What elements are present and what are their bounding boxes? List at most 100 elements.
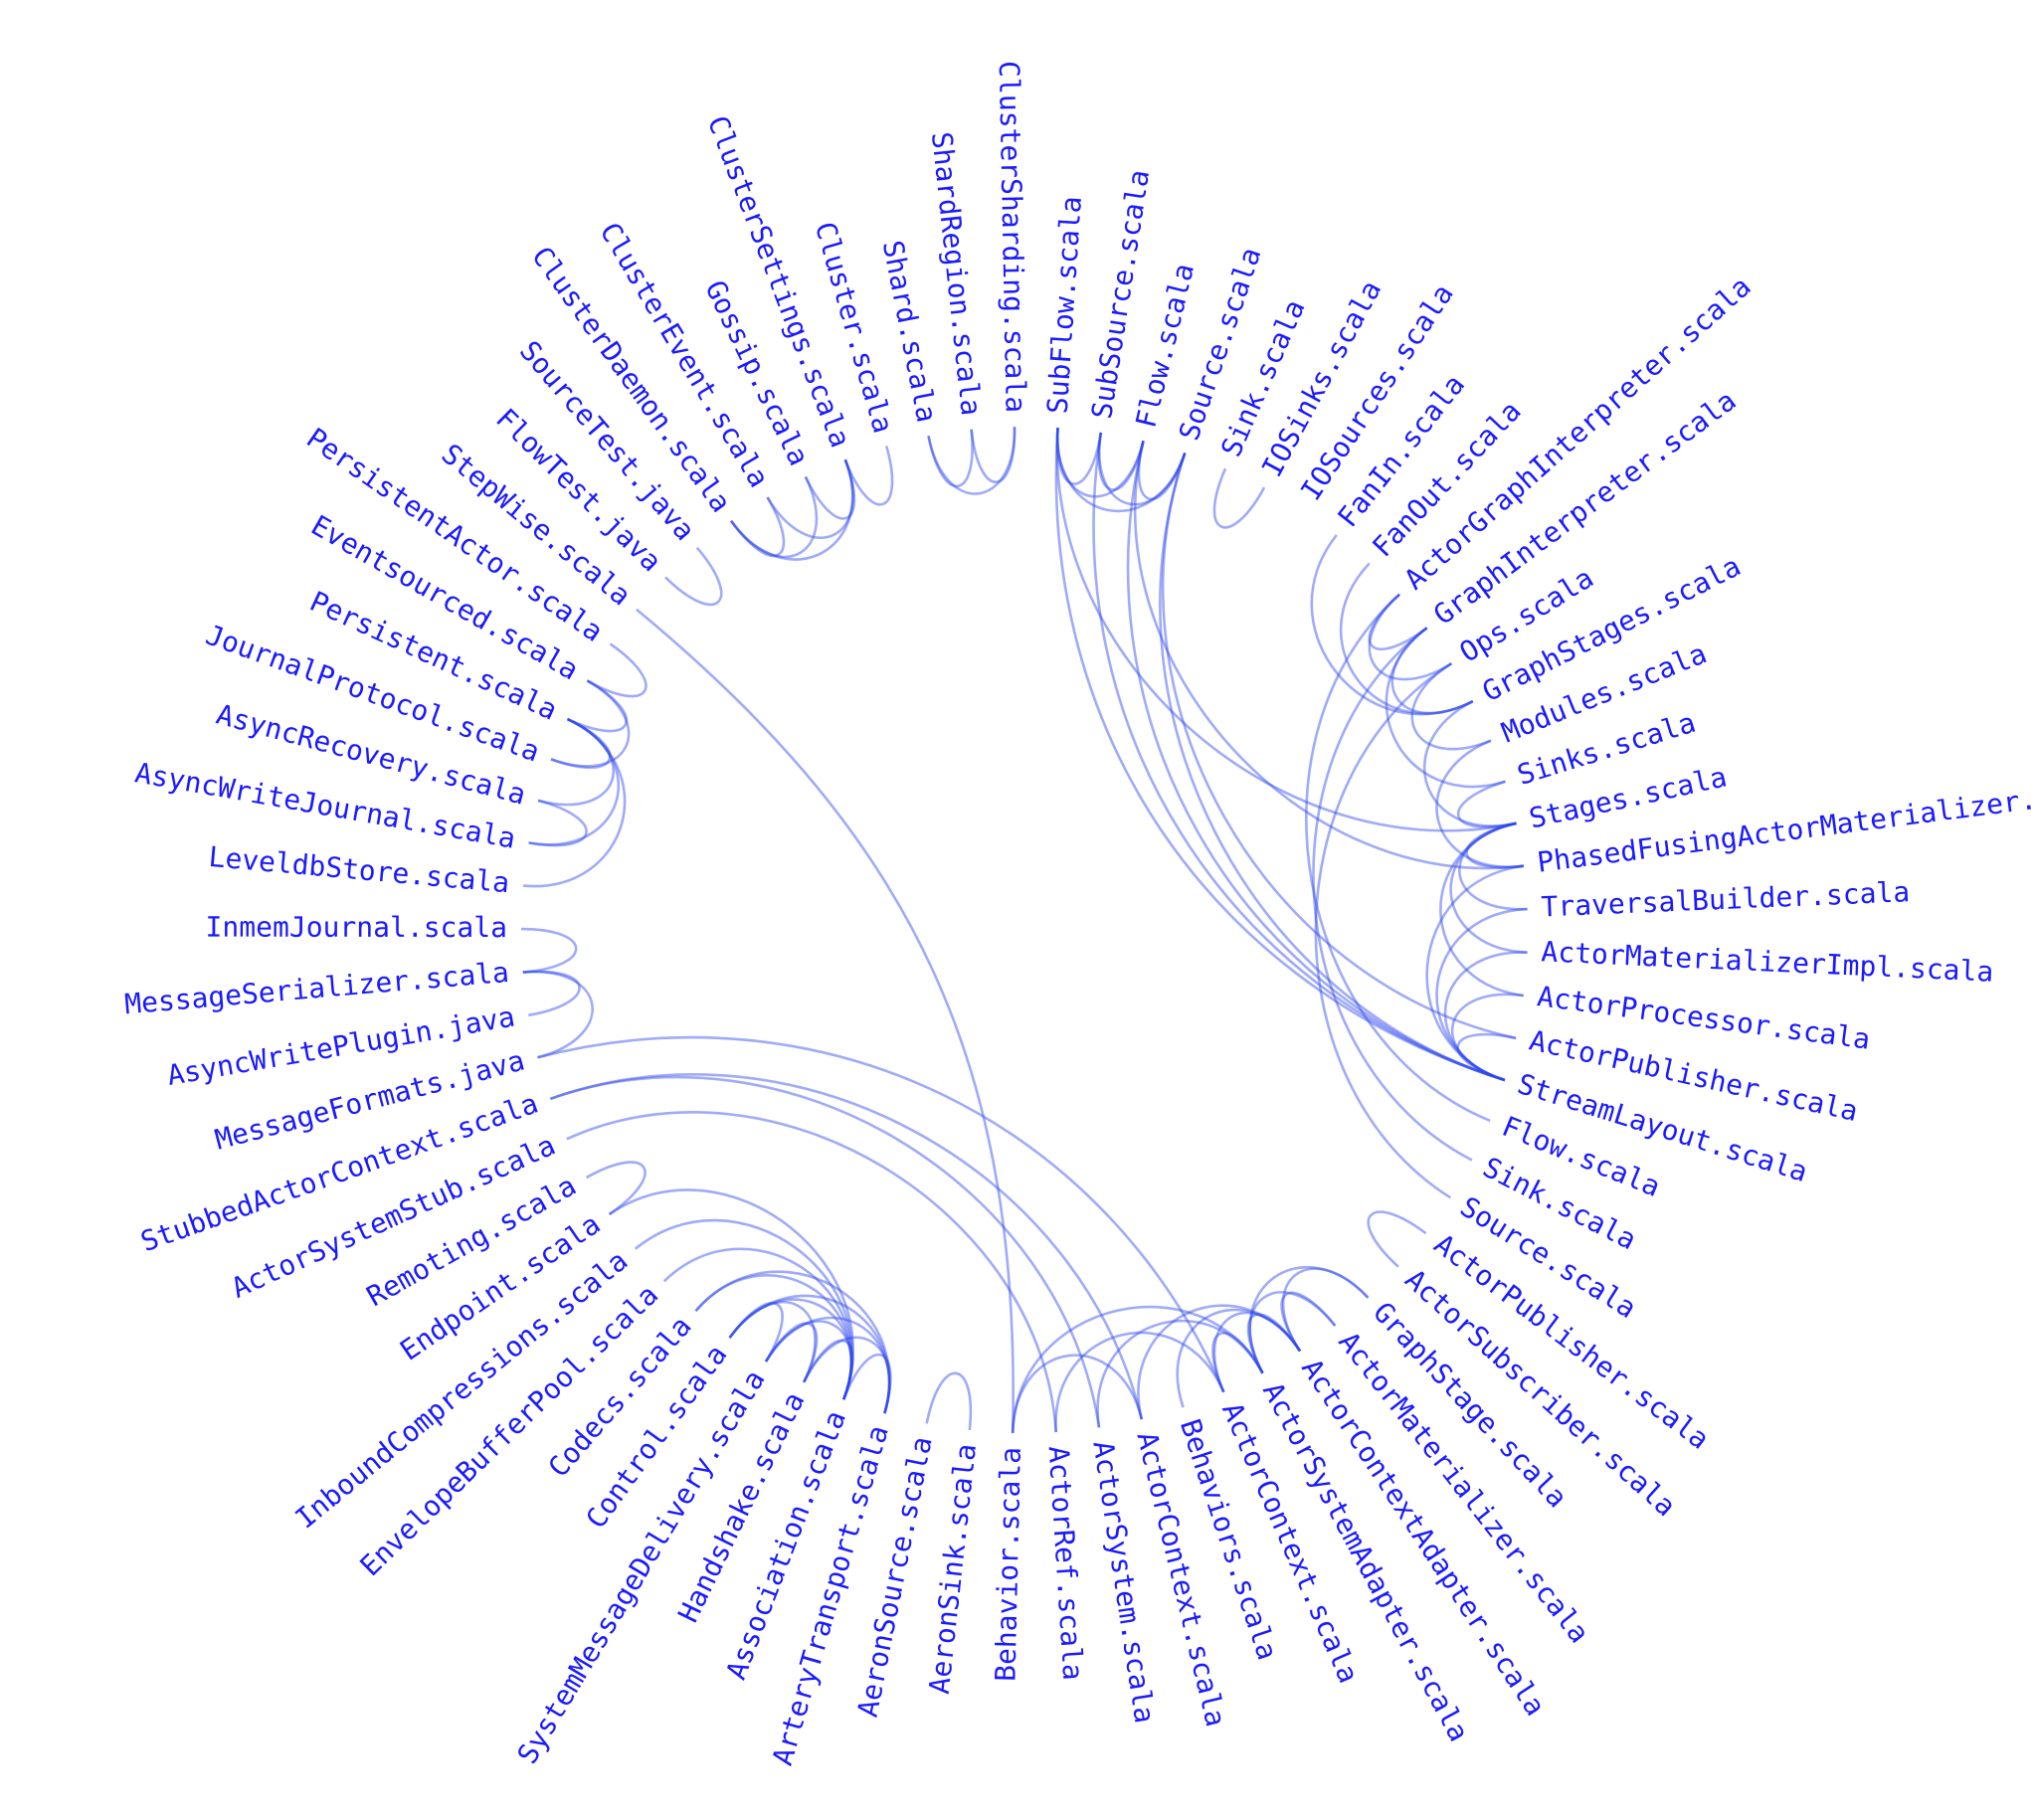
dependency-edge bbox=[970, 427, 1017, 483]
dependency-edge bbox=[537, 717, 615, 807]
dependency-edge bbox=[1456, 1032, 1517, 1082]
dependency-edge bbox=[1137, 440, 1187, 500]
dependency-edge bbox=[804, 458, 856, 520]
dependency-edge bbox=[1450, 993, 1524, 1082]
dependency-edge bbox=[1465, 821, 1525, 869]
dependency-edge bbox=[1435, 739, 1525, 869]
dependency-edge bbox=[1248, 1291, 1337, 1374]
dependency-edge bbox=[1246, 1313, 1302, 1374]
dependency-edge bbox=[662, 1247, 853, 1400]
dependency-edge bbox=[1314, 662, 1452, 1199]
dependency-edge bbox=[927, 427, 1017, 495]
dependency-edge bbox=[1312, 627, 1473, 1162]
dependency-edge bbox=[730, 458, 854, 561]
dependency-edge bbox=[1339, 562, 1474, 715]
dependency-edge bbox=[1176, 1308, 1302, 1408]
dependency-edge bbox=[728, 1298, 852, 1400]
dependency-edge bbox=[636, 608, 1015, 1433]
dependency-edge bbox=[1248, 1266, 1370, 1374]
node-label: LeveldbStore.scala bbox=[207, 840, 510, 899]
dependency-edge bbox=[522, 970, 581, 1017]
dependency-edge bbox=[764, 1320, 853, 1400]
dependency-edge bbox=[1457, 780, 1517, 828]
dependency-edge bbox=[1126, 440, 1506, 1082]
dependency-edge bbox=[549, 1075, 1101, 1428]
dependency-edge bbox=[549, 1073, 1144, 1420]
node-label: ActorRef.scala bbox=[1042, 1445, 1090, 1682]
dependency-edge bbox=[664, 546, 723, 607]
dependency-edge bbox=[528, 717, 621, 846]
dependency-edge bbox=[537, 1035, 1225, 1393]
dependency-edge bbox=[1055, 428, 1103, 485]
dependency-edge bbox=[728, 1294, 891, 1414]
dependency-edge bbox=[843, 446, 894, 506]
dependency-edge bbox=[803, 1336, 891, 1414]
dependency-edge bbox=[1097, 432, 1145, 491]
dependency-edge bbox=[586, 642, 648, 698]
dependency-edge bbox=[550, 679, 631, 768]
dependency-edge bbox=[730, 475, 819, 559]
edge-bundles bbox=[520, 427, 1528, 1433]
node-label: AeronSink.scala bbox=[923, 1442, 983, 1696]
dependency-edge bbox=[1162, 452, 1517, 1040]
dependency-edge bbox=[1054, 428, 1506, 1082]
dependency-edge bbox=[520, 927, 578, 974]
dependency-edge bbox=[1458, 821, 1528, 911]
dependency-edge bbox=[694, 1270, 891, 1414]
dependency-edge bbox=[1280, 1291, 1337, 1353]
dependency-edge bbox=[1305, 593, 1491, 1123]
dependency-edge bbox=[764, 1322, 819, 1383]
node-label: TraversalBuilder.scala bbox=[1541, 875, 1911, 923]
dependency-edge bbox=[1011, 1305, 1264, 1433]
dependency-edge bbox=[927, 429, 974, 488]
dependency-edge bbox=[1449, 821, 1528, 954]
node-label: SubFlow.scala bbox=[1041, 195, 1088, 415]
dependency-edge bbox=[585, 1161, 647, 1216]
dependency-edge bbox=[1056, 428, 1187, 513]
dependency-edge bbox=[764, 1316, 891, 1414]
dependency-edge bbox=[1410, 662, 1492, 751]
dependency-edge bbox=[1368, 593, 1452, 681]
dependency-edge bbox=[1212, 1311, 1302, 1393]
dependency-edge bbox=[694, 1274, 852, 1400]
dependency-edge bbox=[1055, 428, 1517, 832]
dependency-edge bbox=[1056, 428, 1145, 498]
dependency-edge bbox=[1011, 1354, 1144, 1433]
dependency-edge bbox=[1368, 593, 1428, 650]
dependency-edge bbox=[550, 717, 612, 769]
node-label: Behavior.scala bbox=[989, 1446, 1026, 1682]
dependency-edge bbox=[1443, 951, 1528, 1082]
dependency-edge bbox=[522, 970, 594, 1059]
dependency-edge bbox=[1281, 1267, 1370, 1353]
dependency-edge bbox=[728, 1300, 817, 1383]
node-label: SystemMessageDelivery.scala bbox=[510, 1365, 771, 1769]
dependency-edge bbox=[803, 1339, 854, 1400]
dependency-edge bbox=[1054, 1331, 1225, 1433]
dependency-edge bbox=[1435, 907, 1528, 1082]
dependency-edge bbox=[728, 1302, 784, 1363]
dependency-edge bbox=[528, 799, 588, 847]
dependency-edge bbox=[1211, 1332, 1264, 1393]
dependency-edge bbox=[1098, 432, 1187, 506]
dependency-edge bbox=[1133, 440, 1525, 870]
dependency-edge bbox=[566, 1111, 1057, 1433]
dependency-edge bbox=[522, 717, 627, 888]
dependency-edge bbox=[841, 1354, 892, 1414]
dependency-edge bbox=[1390, 627, 1474, 715]
dependency-edge bbox=[1310, 534, 1474, 716]
node-labels: SubFlow.scalaSubSource.scalaFlow.scalaSo… bbox=[123, 61, 2036, 1769]
dependency-edge bbox=[1367, 1210, 1427, 1268]
dependency-edge bbox=[1212, 467, 1266, 529]
node-label: InmemJournal.scala bbox=[206, 911, 507, 945]
dependency-edge bbox=[1439, 821, 1524, 998]
dependency-edge bbox=[1422, 699, 1517, 827]
dependency-edge bbox=[925, 1371, 973, 1431]
dependency-edge bbox=[1092, 432, 1506, 1082]
dependency-edge bbox=[608, 1188, 854, 1400]
dependency-edge bbox=[1159, 452, 1506, 1082]
dependency-edge bbox=[1385, 627, 1506, 789]
dependency-edge bbox=[634, 1218, 854, 1400]
dependency-edge bbox=[766, 458, 854, 539]
dependency-edge bbox=[1137, 1304, 1302, 1420]
